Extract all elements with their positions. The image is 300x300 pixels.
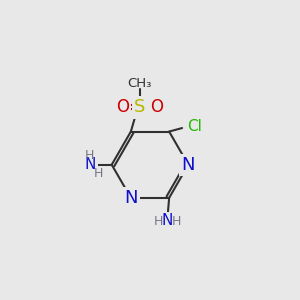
Text: N: N bbox=[182, 156, 195, 174]
Text: O: O bbox=[150, 98, 163, 116]
Text: H: H bbox=[172, 215, 181, 228]
Text: H: H bbox=[85, 149, 94, 162]
Text: CH₃: CH₃ bbox=[128, 77, 152, 90]
Text: N: N bbox=[162, 213, 173, 228]
Text: Cl: Cl bbox=[188, 119, 202, 134]
Text: O: O bbox=[116, 98, 129, 116]
Text: N: N bbox=[85, 157, 96, 172]
Text: H: H bbox=[94, 167, 104, 180]
Text: H: H bbox=[154, 215, 164, 228]
Text: N: N bbox=[124, 189, 138, 207]
Text: S: S bbox=[134, 98, 146, 116]
